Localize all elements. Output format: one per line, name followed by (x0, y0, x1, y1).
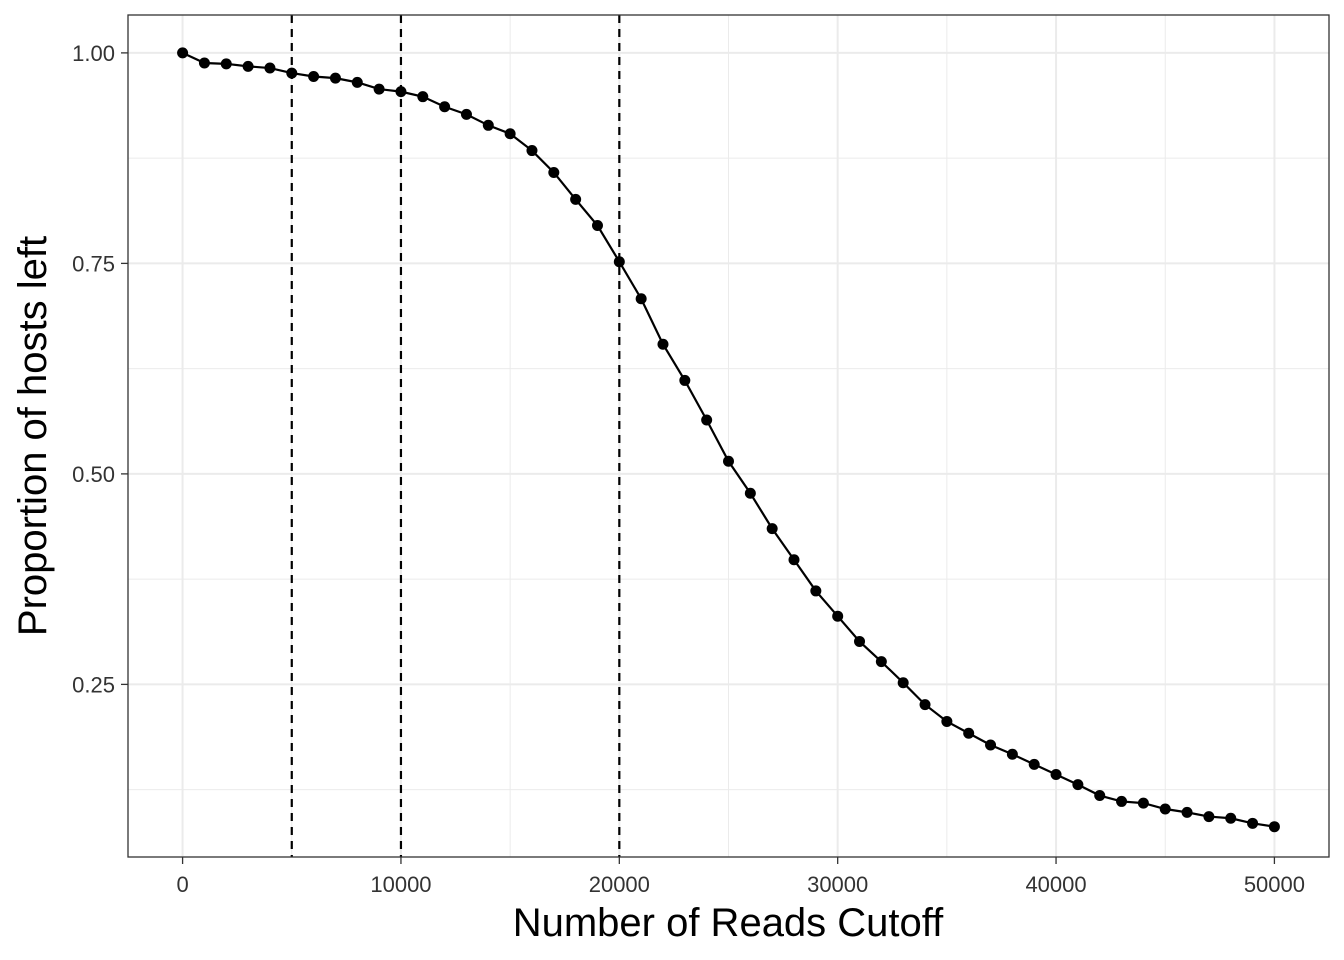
data-point (460, 108, 472, 120)
data-point (570, 193, 582, 205)
data-point (897, 677, 909, 689)
x-axis-title: Number of Reads Cutoff (513, 901, 944, 945)
data-point (264, 62, 276, 74)
data-point (875, 656, 887, 668)
data-point (220, 58, 232, 70)
data-point (854, 635, 866, 647)
x-tick-label: 30000 (807, 872, 868, 897)
data-point (482, 119, 494, 131)
y-tick-label: 0.25 (72, 672, 115, 697)
data-point (373, 83, 385, 95)
data-point (1072, 779, 1084, 791)
data-point (439, 101, 451, 113)
data-point (1225, 812, 1237, 824)
data-point (788, 554, 800, 566)
y-axis-ticks: 0.25 0.50 0.75 1.00 (72, 41, 128, 697)
data-point (1181, 806, 1193, 818)
data-point (810, 585, 822, 597)
data-point (1268, 821, 1280, 833)
data-point (679, 374, 691, 386)
data-point (766, 523, 778, 535)
x-axis-ticks: 0 10000 20000 30000 40000 50000 (176, 857, 1305, 897)
data-point (548, 166, 560, 178)
data-point (417, 91, 429, 103)
x-tick-label: 10000 (370, 872, 431, 897)
data-point (1050, 768, 1062, 780)
data-point (177, 47, 189, 59)
data-point (1094, 790, 1106, 802)
data-point (744, 487, 756, 499)
data-point (701, 414, 713, 426)
data-point (351, 76, 363, 88)
data-point (526, 145, 538, 157)
y-tick-label: 0.75 (72, 251, 115, 276)
data-point (832, 610, 844, 622)
data-point (198, 57, 210, 69)
data-point (395, 86, 407, 98)
data-series (177, 47, 1280, 833)
data-point (1028, 758, 1040, 770)
data-point (657, 338, 669, 350)
data-point (613, 256, 625, 268)
x-tick-label: 0 (176, 872, 188, 897)
data-point (504, 128, 516, 140)
data-point (941, 715, 953, 727)
x-tick-label: 20000 (589, 872, 650, 897)
data-point (1247, 817, 1259, 829)
data-point (1159, 803, 1171, 815)
data-point (723, 455, 734, 467)
plot-panel-border (127, 14, 1330, 858)
data-point (919, 699, 931, 711)
data-point (985, 739, 997, 751)
data-point (1116, 795, 1128, 807)
data-point (329, 72, 341, 84)
y-tick-label: 0.50 (72, 462, 115, 487)
data-point (286, 67, 298, 79)
data-point (242, 60, 254, 72)
data-point (963, 727, 975, 739)
data-point (591, 220, 603, 231)
reference-lines (290, 15, 621, 857)
data-point (1006, 748, 1018, 760)
x-tick-label: 40000 (1025, 872, 1086, 897)
data-point (1203, 811, 1215, 823)
minor-gridlines (128, 15, 1329, 857)
data-point (308, 70, 320, 82)
y-axis-title: Proportion of hosts left (11, 236, 55, 636)
x-tick-label: 50000 (1244, 872, 1305, 897)
data-point (635, 293, 647, 305)
y-tick-label: 1.00 (72, 41, 115, 66)
data-point (1137, 797, 1149, 809)
